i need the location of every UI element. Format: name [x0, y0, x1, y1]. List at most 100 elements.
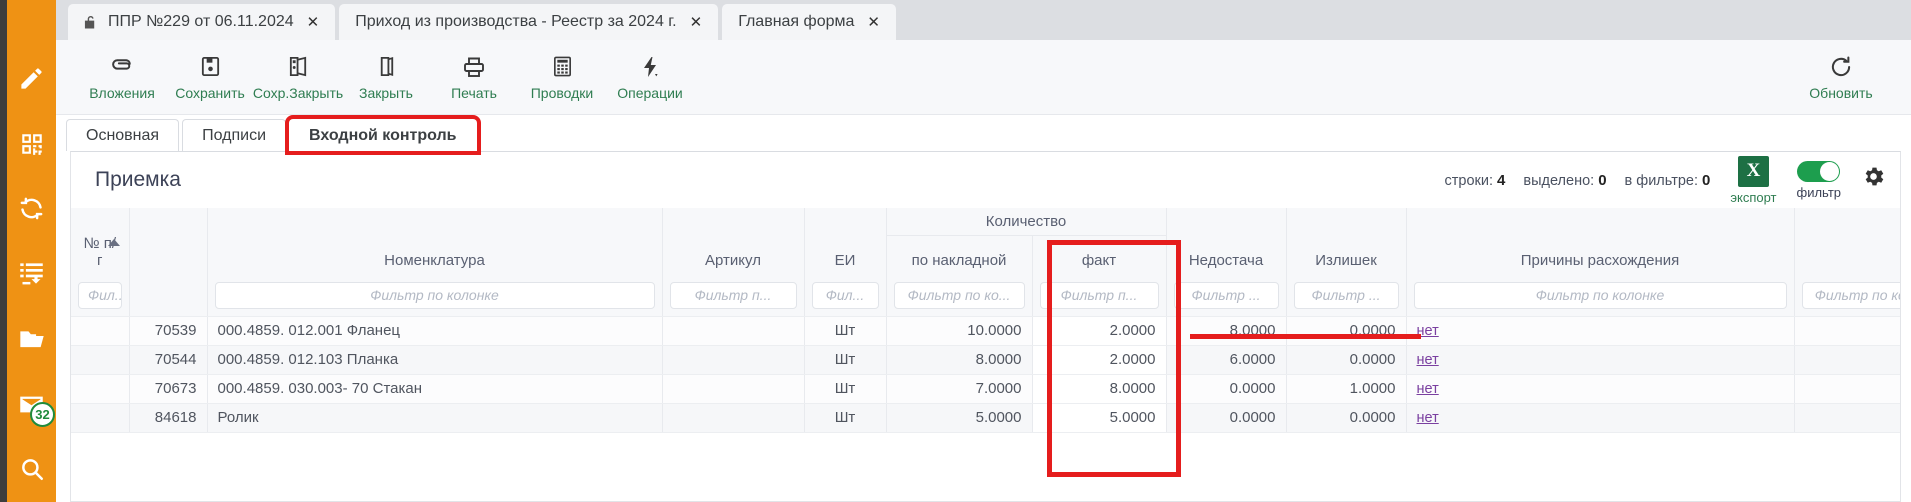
reason-link[interactable]: нет	[1416, 410, 1439, 426]
lock-open-icon	[84, 15, 97, 30]
table-row[interactable]: 70673 000.4859. 030.003- 70 Стакан Шт 7.…	[71, 374, 1900, 404]
lightning-icon	[638, 54, 662, 80]
cell-nomenclature: 000.4859. 012.103 Планка	[207, 345, 663, 375]
search-icon[interactable]	[7, 437, 56, 502]
col-header-code[interactable]	[129, 235, 208, 276]
filter-input-qty-invoice[interactable]: Фильтр по ко...	[893, 282, 1025, 310]
cell-qty-fact[interactable]: 2.0000	[1032, 345, 1167, 375]
folder-icon[interactable]	[7, 307, 56, 372]
postings-button[interactable]: Проводки	[518, 44, 606, 110]
col-header-qty-invoice[interactable]: по накладной	[886, 235, 1033, 276]
list-download-icon[interactable]	[7, 241, 56, 306]
save-close-button[interactable]: Сохр.Закрыть	[252, 44, 344, 110]
col-header-article[interactable]: Артикул	[662, 235, 805, 276]
cell-qty-fact[interactable]: 8.0000	[1032, 374, 1167, 404]
table-row[interactable]: 70544 000.4859. 012.103 Планка Шт 8.0000…	[71, 345, 1900, 375]
group-spacer	[207, 208, 663, 235]
cell-article	[662, 345, 805, 375]
toolbar-label: Печать	[451, 84, 497, 101]
close-icon[interactable]: ✕	[306, 14, 320, 31]
filter-input-extra[interactable]: Фильтр по колонке	[1801, 282, 1900, 310]
filter-toggle[interactable]: фильтр	[1797, 160, 1841, 200]
operations-button[interactable]: Операции	[606, 44, 694, 110]
window-tab-main-form[interactable]: Главная форма ✕	[722, 4, 896, 40]
filter-input-nomenclature[interactable]: Фильтр по колонке	[214, 282, 655, 310]
left-sidebar: 32	[0, 0, 56, 502]
reason-link[interactable]: нет	[1416, 352, 1439, 368]
filter-cell-qty-invoice: Фильтр по ко...	[886, 276, 1033, 317]
col-header-extra[interactable]	[1794, 235, 1900, 276]
filter-cell-nomenclature: Фильтр по колонке	[207, 276, 663, 317]
window-tab-registry[interactable]: Приход из производства - Реестр за 2024 …	[339, 4, 719, 40]
cell-nomenclature: Ролик	[207, 403, 663, 433]
cell-unit: Шт	[804, 374, 887, 404]
filter-input-reasons[interactable]: Фильтр по колонке	[1413, 282, 1787, 310]
cell-reasons: нет	[1406, 403, 1795, 433]
group-spacer	[129, 208, 208, 235]
toolbar-label: Проводки	[530, 84, 594, 101]
sort-asc-icon	[107, 239, 120, 246]
reason-link[interactable]: нет	[1416, 381, 1439, 397]
filter-input-unit[interactable]: Фил...	[811, 282, 879, 310]
cell-qty-invoice: 10.0000	[886, 316, 1033, 346]
close-button[interactable]: Закрыть	[342, 44, 430, 110]
print-button[interactable]: Печать	[430, 44, 518, 110]
col-header-surplus[interactable]: Излишек	[1286, 235, 1407, 276]
toolbar-label: Сохр.Закрыть	[252, 84, 344, 101]
table-row[interactable]: 70539 000.4859. 012.001 Фланец Шт 10.000…	[71, 316, 1900, 346]
counter-rows: строки: 4	[1444, 171, 1506, 189]
col-header-unit[interactable]: ЕИ	[804, 235, 887, 276]
close-icon[interactable]: ✕	[867, 14, 880, 31]
refresh-button[interactable]: Обновить	[1797, 44, 1885, 110]
tab-vhodnoy-kontrol[interactable]: Входной контроль	[289, 119, 477, 151]
cell-reasons: нет	[1406, 345, 1795, 375]
filter-input-article[interactable]: Фильтр п...	[669, 282, 797, 310]
col-header-nomenclature[interactable]: Номенклатура	[207, 235, 663, 276]
cell-unit: Шт	[804, 345, 887, 375]
col-header-num[interactable]: № п/г	[71, 235, 130, 276]
export-button[interactable]: X экспорт	[1730, 155, 1777, 205]
cell-extra	[1794, 345, 1900, 375]
toolbar-label: Обновить	[1809, 84, 1873, 101]
cell-qty-fact[interactable]: 5.0000	[1032, 403, 1167, 433]
save-button[interactable]: Сохранить	[166, 44, 254, 110]
main-area: ППР №229 от 06.11.2024 ✕ Приход из произ…	[56, 0, 1911, 502]
sync-icon[interactable]	[7, 176, 56, 241]
mail-icon[interactable]: 32	[7, 372, 56, 437]
tab-label: Подписи	[202, 126, 266, 144]
group-spacer	[662, 208, 805, 235]
cell-shortage: 0.0000	[1166, 374, 1287, 404]
qr-code-icon[interactable]	[7, 111, 56, 176]
print-icon	[462, 54, 486, 80]
col-header-shortage[interactable]: Недостача	[1166, 235, 1287, 276]
filter-input-shortage[interactable]: Фильтр ...	[1173, 282, 1279, 310]
cell-extra	[1794, 403, 1900, 433]
col-header-reasons[interactable]: Причины расхождения	[1406, 235, 1795, 276]
group-spacer	[1406, 208, 1795, 235]
filter-input-qty-fact[interactable]: Фильтр п...	[1039, 282, 1159, 310]
table-row[interactable]: 84618 Ролик Шт 5.0000 5.0000 0.0000 0.00…	[71, 403, 1900, 433]
filter-input-num[interactable]: Фил...	[78, 282, 122, 310]
cell-shortage: 0.0000	[1166, 403, 1287, 433]
pencil-icon[interactable]	[7, 46, 56, 111]
cell-article	[662, 403, 805, 433]
filter-cell-article: Фильтр п...	[662, 276, 805, 317]
close-icon[interactable]: ✕	[689, 14, 703, 31]
toolbar-label: Операции	[617, 84, 683, 101]
cell-code: 70539	[129, 316, 208, 346]
cell-num	[71, 345, 130, 375]
settings-button[interactable]	[1861, 164, 1886, 196]
tab-podpisi[interactable]: Подписи	[182, 119, 286, 151]
reason-link[interactable]: нет	[1416, 323, 1439, 339]
window-tab-ppr[interactable]: ППР №229 от 06.11.2024 ✕	[68, 4, 336, 40]
col-header-qty-fact[interactable]: факт	[1032, 235, 1167, 276]
counter-filtered-value: 0	[1702, 171, 1711, 189]
filter-input-surplus[interactable]: Фильтр ...	[1293, 282, 1399, 310]
tab-osnovnaya[interactable]: Основная	[66, 119, 180, 151]
table-filter-row: Фил... Фильтр по колонке Фильтр п... Фил…	[71, 276, 1900, 317]
cell-qty-fact[interactable]: 2.0000	[1032, 316, 1167, 346]
group-spacer	[1794, 208, 1900, 235]
attachments-button[interactable]: Вложения	[78, 44, 166, 110]
toggle-switch-icon[interactable]	[1797, 160, 1841, 182]
